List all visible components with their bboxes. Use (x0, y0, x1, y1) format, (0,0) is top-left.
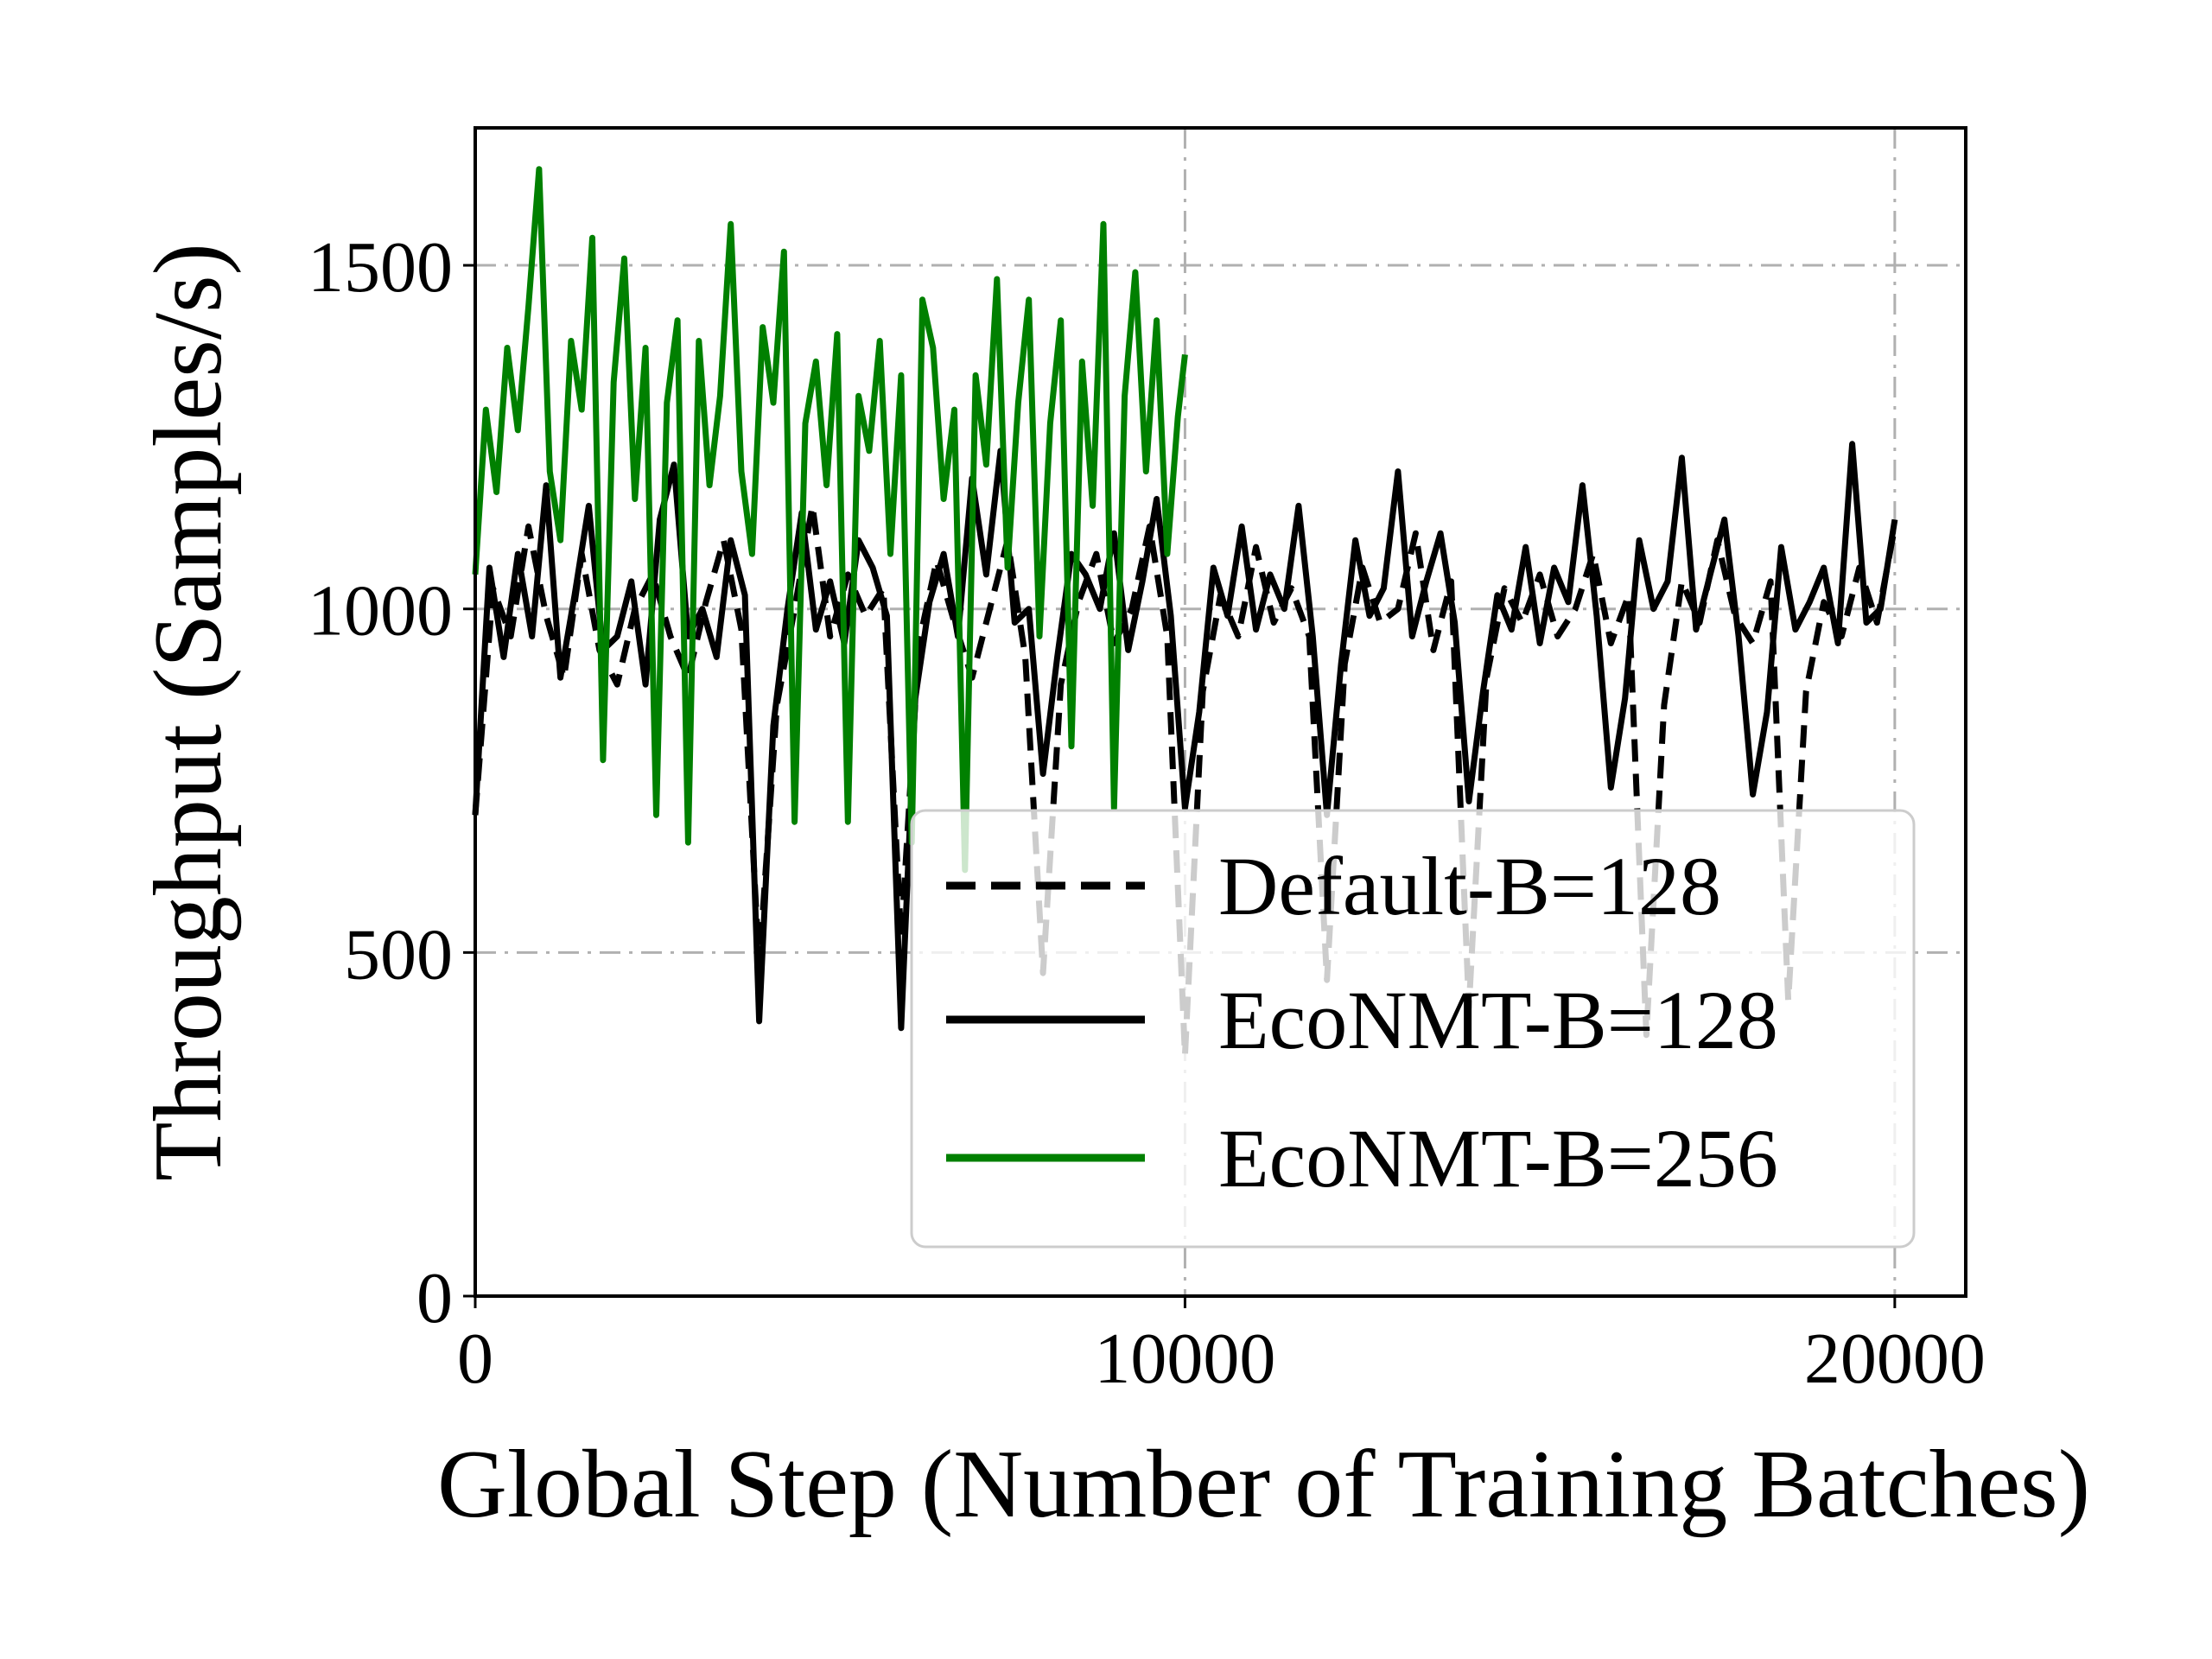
y-axis-label: Throughput (Samples/s) (135, 243, 242, 1181)
plot-frame (474, 126, 1967, 1298)
legend: Default-B=128 EcoNMT-B=128 EcoNMT-B=256 (910, 809, 1916, 1249)
series-lines (472, 166, 1898, 1059)
legend-box (910, 809, 1916, 1249)
y-tick-label: 1000 (308, 571, 453, 652)
series-line-2 (472, 166, 1188, 874)
axis-ticks: 0 10000 20000 0 500 1000 1500 (308, 227, 1986, 1399)
y-tick-label: 500 (344, 914, 453, 995)
x-tick-label: 20000 (1804, 1319, 1986, 1399)
y-tick-label: 1500 (308, 227, 453, 308)
series-line-1 (472, 441, 1898, 1032)
y-tick-label: 0 (416, 1258, 453, 1338)
x-axis-label: Global Step (Number of Training Batches) (437, 1431, 2090, 1538)
legend-label-0: Default-B=128 (1218, 840, 1721, 932)
legend-label-1: EcoNMT-B=128 (1218, 974, 1778, 1066)
x-tick-label: 10000 (1094, 1319, 1275, 1399)
legend-label-2: EcoNMT-B=256 (1218, 1112, 1778, 1205)
x-tick-label: 0 (457, 1319, 493, 1399)
